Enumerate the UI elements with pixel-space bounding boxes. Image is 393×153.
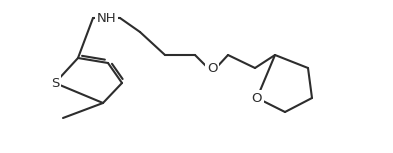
Text: O: O [252,91,262,104]
Text: O: O [207,62,217,75]
Text: NH: NH [97,11,116,24]
Text: S: S [51,76,59,90]
